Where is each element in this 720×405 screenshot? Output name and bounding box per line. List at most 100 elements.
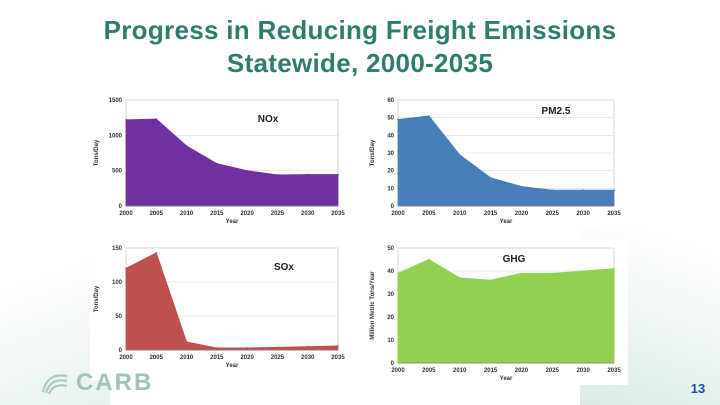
pm-data-point <box>582 189 584 191</box>
nox-x-tick-label: 2010 <box>180 211 194 217</box>
pm-x-tick-label: 2030 <box>576 211 590 217</box>
sox-y-tick-label: 100 <box>112 280 123 286</box>
nox-data-point <box>125 118 127 121</box>
pm-data-point <box>551 189 554 191</box>
ghg-y-tick-label: 30 <box>387 292 394 298</box>
nox-data-point <box>216 162 218 165</box>
sox-x-tick-label: 2020 <box>240 355 254 361</box>
sox-y-tick-label: 150 <box>112 246 123 252</box>
nox-x-tick-label: 2000 <box>119 211 133 217</box>
pm-y-tick-label: 50 <box>387 116 394 122</box>
nox-x-tick-label: 2030 <box>301 211 315 217</box>
ghg-data-point <box>458 277 461 279</box>
sox-data-point <box>216 347 218 349</box>
sox-chart: 0 50 100 150 2000 2005 2010 2015 2020 2025 2030 203… <box>90 240 352 380</box>
nox-x-tick-label: 2015 <box>210 211 224 217</box>
sox-data-point <box>337 345 339 347</box>
carb-logo: CARB <box>40 366 153 400</box>
pm-x-tick-label: 2015 <box>484 211 498 217</box>
pm-x-tick-label: 2025 <box>546 211 560 217</box>
pm-y-tick-label: 10 <box>387 186 394 192</box>
sox-x-axis-title: Year <box>226 363 239 369</box>
ghg-y-tick-label: 40 <box>387 269 394 275</box>
slide-title-line-2: Statewide, 2000-2035 <box>226 48 494 78</box>
sox-data-point <box>276 346 279 349</box>
sox-x-tick-label: 2030 <box>301 355 315 361</box>
pm-x-tick-label: 2035 <box>607 211 621 217</box>
pm-data-point <box>489 176 492 179</box>
nox-x-tick-label: 2020 <box>240 211 254 217</box>
nox-y-tick-label: 1500 <box>109 98 123 104</box>
ghg-x-tick-label: 2035 <box>607 368 621 374</box>
ghg-data-point <box>520 272 523 275</box>
sox-data-point <box>246 347 248 349</box>
nox-y-tick-label: 0 <box>119 204 123 210</box>
nox-x-tick-label: 2005 <box>150 211 164 217</box>
ghg-data-point <box>613 267 615 270</box>
sox-data-point <box>306 345 309 348</box>
nox-data-point <box>185 145 188 147</box>
ghg-y-tick-label: 20 <box>387 315 394 321</box>
ghg-y-tick-label: 50 <box>387 246 394 252</box>
nox-chart-svg: 0 500 1000 1500 2000 2005 2010 2015 2020 2025 2030… <box>94 98 345 225</box>
nox-x-tick-label: 2035 <box>331 211 345 217</box>
nox-data-point <box>276 174 279 176</box>
ghg-x-tick-label: 2000 <box>391 368 405 374</box>
ghg-data-point <box>551 272 554 275</box>
carb-logo-icon <box>41 374 68 395</box>
sox-x-tick-label: 2005 <box>150 355 164 361</box>
ghg-chart-title: GHG <box>503 254 526 265</box>
pm-y-tick-label: 40 <box>387 133 394 139</box>
sox-chart-svg: 0 50 100 150 2000 2005 2010 2015 2020 2025 2030 203… <box>94 246 345 369</box>
ghg-chart: 0 10 20 30 40 50 2000 2005 2010 2015 2020 2025 2030 2… <box>366 240 628 385</box>
sox-data-point <box>125 267 127 270</box>
ghg-x-tick-label: 2025 <box>546 368 560 374</box>
ghg-data-point <box>397 272 399 275</box>
pm-x-tick-label: 2020 <box>515 211 529 217</box>
sox-data-point <box>155 251 158 254</box>
ghg-x-axis-title: Year <box>500 376 513 382</box>
sox-data-point <box>185 341 188 343</box>
ghg-y-tick-label: 10 <box>387 338 394 344</box>
nox-y-tick-label: 500 <box>112 169 123 175</box>
sox-y-tick-label: 50 <box>115 314 122 320</box>
nox-y-tick-label: 1000 <box>109 133 123 139</box>
pm-data-point <box>613 189 615 191</box>
sox-x-tick-label: 2035 <box>331 355 345 361</box>
pm-y-tick-label: 20 <box>387 169 394 175</box>
nox-chart: 0 500 1000 1500 2000 2005 2010 2015 2020 2025 2030… <box>90 92 352 230</box>
ghg-data-point <box>428 258 430 261</box>
pm-x-tick-label: 2005 <box>422 211 436 217</box>
pm-data-point <box>520 185 523 188</box>
nox-y-axis-title: Tons/Day <box>94 139 100 166</box>
ghg-data-point <box>582 270 584 272</box>
carb-logo-text: CARB <box>76 369 154 396</box>
pm-x-tick-label: 2000 <box>391 211 405 217</box>
page-number: 13 <box>690 381 706 396</box>
pm25-chart: 0 10 20 30 40 50 60 2000 2005 2010 2015 2020 2025 203… <box>366 92 628 230</box>
nox-x-tick-label: 2025 <box>271 211 285 217</box>
ghg-x-tick-label: 2015 <box>484 368 498 374</box>
nox-x-axis-title: Year <box>226 219 239 225</box>
sox-x-tick-label: 2010 <box>180 355 194 361</box>
pm-data-point <box>458 153 461 156</box>
ghg-y-axis-title: Million Metric Tons/Year <box>370 271 376 340</box>
pm-y-axis-title: Tons/Day <box>370 139 376 166</box>
sox-x-tick-label: 2000 <box>119 355 133 361</box>
sox-y-axis-title: Tons/Day <box>94 285 100 312</box>
pm-chart-title: PM2.5 <box>542 106 571 117</box>
nox-data-point <box>246 169 248 172</box>
pm-y-tick-label: 60 <box>387 98 394 104</box>
nox-data-point <box>306 173 309 176</box>
pm-x-axis-title: Year <box>500 219 513 225</box>
ghg-x-tick-label: 2010 <box>453 368 467 374</box>
pm-y-tick-label: 0 <box>391 204 395 210</box>
slide-title: Progress in Reducing Freight Emissions S… <box>0 14 720 80</box>
pm-data-point <box>428 115 430 117</box>
nox-data-point <box>337 173 339 176</box>
pm-y-tick-label: 30 <box>387 151 394 157</box>
ghg-y-tick-label: 0 <box>391 361 395 367</box>
pm-x-tick-label: 2010 <box>453 211 467 217</box>
